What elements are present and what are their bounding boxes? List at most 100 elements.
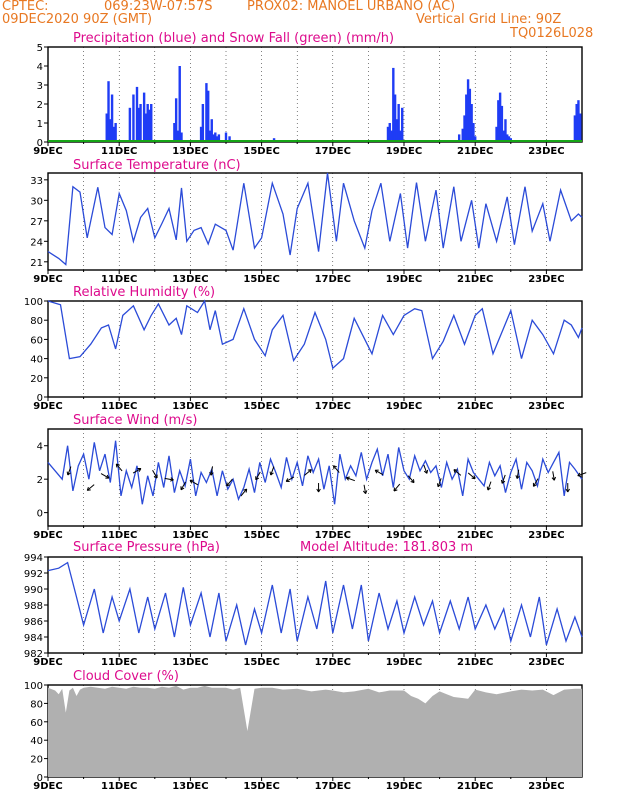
wind-arrow-head xyxy=(243,488,247,491)
wind-arrow-shaft xyxy=(487,481,492,491)
x-tick-label: 17DEC xyxy=(315,274,351,285)
series-line xyxy=(47,299,583,370)
wind-arrow-head xyxy=(345,477,349,481)
wind-arrow xyxy=(189,479,199,486)
wind-arrow-head xyxy=(393,489,398,492)
wind-arrow-head xyxy=(66,471,69,476)
wind-arrow-head xyxy=(426,469,429,474)
wind-arrow-shaft xyxy=(577,472,587,477)
header-station: PROX02: MANOEL URBANO (AC) xyxy=(247,0,456,14)
wind-arrow-head xyxy=(255,477,260,481)
wind-arrow xyxy=(551,471,557,481)
x-tick-label: 15DEC xyxy=(243,146,279,157)
wind-arrow-head xyxy=(346,476,350,479)
x-tick-label: 11DEC xyxy=(101,530,137,541)
x-tick-label: 15DEC xyxy=(243,530,279,541)
header-coordinates: 069:23W-07:57S xyxy=(104,0,213,14)
precip-bar xyxy=(465,94,468,142)
x-tick-label: 15DEC xyxy=(243,274,279,285)
wind-arrow-head xyxy=(577,472,581,477)
precip-bar xyxy=(139,104,142,142)
precip-bar xyxy=(128,107,132,142)
wind-arrow xyxy=(226,478,233,487)
wind-arrow xyxy=(100,473,110,479)
precip-bar xyxy=(472,123,475,142)
precip-bar xyxy=(577,100,580,142)
x-tick-label: 9DEC xyxy=(33,781,62,792)
y-tick-label: 60 xyxy=(30,335,43,346)
wind-arrow-shaft xyxy=(374,469,384,476)
precip-bar xyxy=(228,136,231,142)
wind-arrow-shaft xyxy=(304,469,312,476)
x-tick-label: 9DEC xyxy=(33,274,62,285)
precip-bar xyxy=(178,66,181,142)
precip-bar xyxy=(498,92,502,142)
x-tick-label: 15DEC xyxy=(243,657,279,668)
wind-arrow-head xyxy=(393,487,396,492)
x-tick-label: 21DEC xyxy=(457,530,493,541)
wind-arrow-head xyxy=(270,472,274,476)
panel-title: Surface Temperature (nC) xyxy=(73,158,241,173)
x-tick-label: 15DEC xyxy=(243,781,279,792)
wind-arrow-shaft xyxy=(393,483,401,492)
wind-arrow-shaft xyxy=(270,466,275,476)
wind-arrow-head xyxy=(170,477,174,481)
header-model-id: TQ0126L028 xyxy=(510,26,594,41)
precip-bar xyxy=(461,128,464,142)
precip-bar xyxy=(399,130,402,142)
wind-arrow-shaft xyxy=(255,471,261,480)
x-tick-label: 13DEC xyxy=(172,401,208,412)
precip-bar xyxy=(114,123,117,142)
wind-arrow xyxy=(393,483,401,492)
wind-arrow xyxy=(577,472,587,477)
precip-bar xyxy=(470,104,473,142)
precip-bar xyxy=(205,83,208,142)
precip-bar xyxy=(150,104,153,142)
precip-bar xyxy=(146,104,149,142)
header-grid-line: Vertical Grid Line: 90Z xyxy=(416,12,562,27)
wind-arrow xyxy=(180,481,186,491)
precip-bar xyxy=(395,119,399,142)
y-tick-label: 0 xyxy=(37,773,43,784)
x-tick-label: 17DEC xyxy=(315,657,351,668)
x-tick-label: 11DEC xyxy=(101,781,137,792)
wind-arrow xyxy=(332,465,340,473)
wind-arrow-shaft xyxy=(333,465,340,473)
wind-arrow-shaft xyxy=(180,481,186,491)
precip-bar xyxy=(401,107,404,142)
panel-title: Surface Pressure (hPa) xyxy=(73,540,220,555)
wind-arrow-head xyxy=(209,471,212,476)
x-tick-label: 23DEC xyxy=(528,146,564,157)
y-tick-label: 992 xyxy=(24,569,43,580)
precip-bar xyxy=(500,105,504,142)
precip-bar xyxy=(110,94,114,142)
wind-arrow xyxy=(240,488,248,497)
wind-arrow xyxy=(374,469,384,476)
wind-arrow-head xyxy=(245,489,248,493)
y-tick-label: 982 xyxy=(24,649,43,660)
precip-bar xyxy=(174,98,178,142)
wind-arrow-head xyxy=(285,478,289,482)
y-tick-label: 3 xyxy=(37,81,43,92)
wind-arrow-shaft xyxy=(363,484,367,494)
x-tick-label: 21DEC xyxy=(457,657,493,668)
y-tick-label: 1 xyxy=(37,119,43,130)
precip-bar xyxy=(210,119,213,142)
wind-arrow-shaft xyxy=(164,477,174,481)
wind-arrow-shaft xyxy=(226,478,233,487)
x-tick-label: 11DEC xyxy=(101,401,137,412)
precip-bar xyxy=(142,92,146,142)
precip-bar xyxy=(504,119,507,142)
wind-arrow xyxy=(453,469,462,476)
wind-arrow xyxy=(565,483,570,493)
x-tick-label: 17DEC xyxy=(315,401,351,412)
wind-arrow-head xyxy=(501,480,506,484)
wind-arrow-shaft xyxy=(132,468,142,474)
y-tick-label: 30 xyxy=(30,196,43,207)
precip-bar xyxy=(502,130,505,142)
series-line xyxy=(47,440,583,505)
wind-arrow-head xyxy=(551,477,555,481)
precip-bar xyxy=(144,113,148,142)
wind-arrow-head xyxy=(333,465,337,468)
wind-arrow-head xyxy=(189,480,193,484)
